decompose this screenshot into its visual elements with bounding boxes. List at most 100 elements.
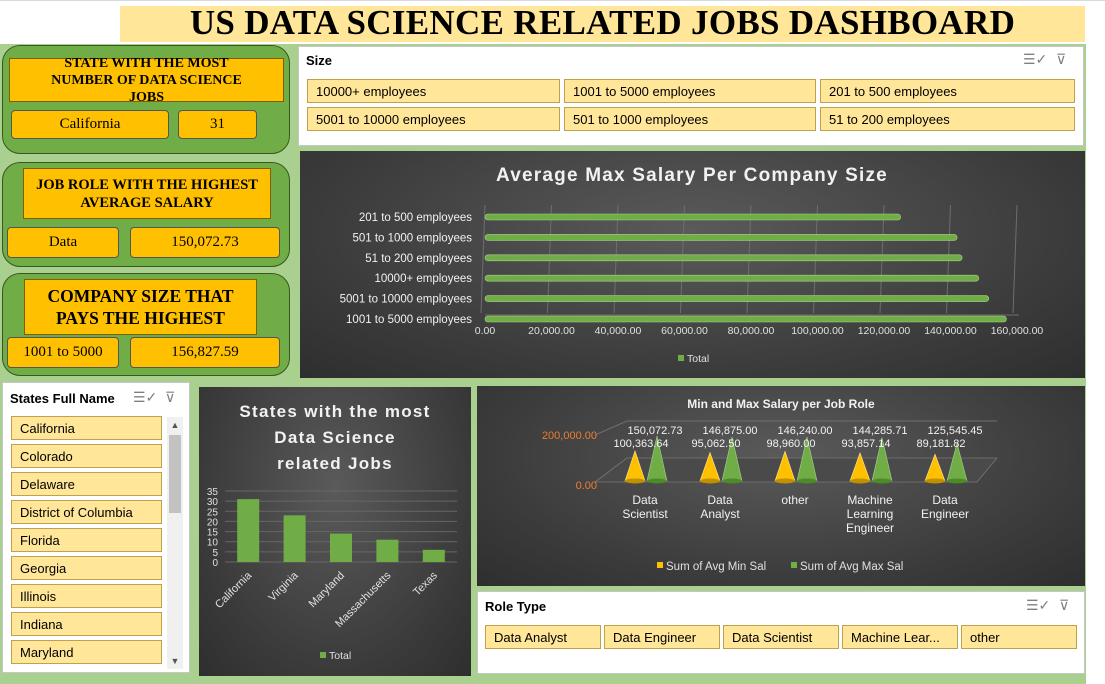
role-slicer-item[interactable]: Data Analyst	[485, 625, 601, 649]
legend-swatch	[657, 562, 663, 568]
states-slicer-item[interactable]: Delaware	[11, 472, 162, 496]
size-slicer-item[interactable]: 501 to 1000 employees	[564, 107, 816, 131]
legend-swatch	[791, 562, 797, 568]
size-slicer-item[interactable]: 5001 to 10000 employees	[307, 107, 560, 131]
bar	[484, 254, 963, 262]
x-tick-label: Machine	[847, 493, 893, 507]
x-tick-label: Data	[932, 493, 958, 507]
clear-filter-icon[interactable]: ⊽	[1056, 51, 1067, 67]
kpi-state-name: California	[11, 110, 169, 139]
y-tick-label: 501 to 1000 employees	[352, 232, 472, 244]
salary-size-chart: Average Max Salary Per Company Size 0.00…	[300, 151, 1085, 378]
y-tick-label: 51 to 200 employees	[365, 253, 472, 265]
bar	[330, 533, 352, 562]
clear-filter-icon[interactable]: ⊽	[165, 389, 176, 405]
cone-min-base	[850, 478, 870, 484]
chart-title-line: States with the most	[239, 402, 430, 421]
y-tick-label: 5	[212, 548, 218, 559]
x-tick-label: Engineer	[846, 521, 894, 535]
x-tick-label: Analyst	[700, 507, 740, 521]
role-slicer-item[interactable]: Data Scientist	[723, 625, 839, 649]
x-tick-label: Engineer	[921, 507, 969, 521]
x-tick-label: 40,000.00	[595, 325, 642, 337]
states-slicer-item[interactable]: Georgia	[11, 556, 162, 580]
minmax-chart: Min and Max Salary per Job Role 200,000.…	[477, 386, 1085, 586]
y-tick-label: 35	[207, 487, 219, 498]
cone-min-base	[925, 478, 945, 484]
cone-max-base	[872, 478, 892, 484]
states-scrollbar[interactable]: ▲ ▼	[167, 417, 183, 669]
states-slicer-title: States Full Name	[10, 391, 115, 406]
size-slicer-item[interactable]: 51 to 200 employees	[820, 107, 1075, 131]
multiselect-icon[interactable]: ☰✓	[133, 389, 158, 405]
data-label-min: 89,181.82	[917, 438, 966, 450]
legend-label: Total	[687, 353, 709, 365]
size-slicer-item[interactable]: 201 to 500 employees	[820, 79, 1075, 103]
states-slicer-item[interactable]: District of Columbia	[11, 500, 162, 524]
x-tick-label: 60,000.00	[661, 325, 708, 337]
x-tick-label: 120,000.00	[858, 325, 911, 337]
chart-title-line: Data Science	[274, 428, 395, 447]
bar	[484, 234, 958, 241]
bar	[237, 499, 260, 562]
kpi-state-heading: STATE WITH THE MOST NUMBER OF DATA SCIEN…	[9, 56, 284, 105]
x-tick-label: Scientist	[622, 507, 668, 521]
cone-max-base	[797, 478, 817, 484]
chart-title-line: related Jobs	[277, 454, 393, 473]
legend-label: Total	[329, 650, 351, 662]
legend-label: Sum of Avg Min Sal	[666, 561, 766, 573]
kpi-role-value: 150,072.73	[130, 227, 280, 258]
cone-min-base	[775, 478, 795, 484]
size-slicer-item[interactable]: 10000+ employees	[307, 79, 560, 103]
x-tick-label: 140,000.00	[924, 325, 977, 337]
multiselect-icon[interactable]: ☰✓	[1023, 51, 1048, 67]
cone-min-base	[625, 478, 645, 484]
multiselect-icon[interactable]: ☰✓	[1026, 597, 1051, 613]
x-tick-label: 160,000.00	[991, 325, 1044, 337]
y-tick-label: 5001 to 10000 employees	[340, 294, 473, 306]
legend-swatch	[320, 652, 326, 658]
states-slicer-item[interactable]: Maryland	[11, 640, 162, 664]
legend-swatch	[678, 355, 684, 361]
page-title: US DATA SCIENCE RELATED JOBS DASHBOARD	[189, 3, 1016, 42]
sheet-grid-top	[0, 0, 1105, 1]
states-slicer-item[interactable]: Indiana	[11, 612, 162, 636]
x-tick-label: 80,000.00	[728, 325, 775, 337]
kpi-size-heading: COMPANY SIZE THAT PAYS THE HIGHEST	[24, 279, 257, 335]
states-slicer-item[interactable]: Illinois	[11, 584, 162, 608]
chart-floor	[593, 457, 998, 483]
cone-max-base	[722, 478, 742, 484]
states-slicer-item[interactable]: Florida	[11, 528, 162, 552]
bar	[484, 213, 901, 221]
y-tick-label: 1001 to 5000 employees	[346, 314, 472, 326]
clear-filter-icon[interactable]: ⊽	[1059, 597, 1070, 613]
role-slicer-item[interactable]: Data Engineer	[604, 625, 720, 649]
role-slicer-item[interactable]: other	[961, 625, 1077, 649]
cone-min-base	[700, 478, 720, 484]
title-band	[120, 6, 1085, 42]
data-label-max: 144,285.71	[852, 425, 907, 437]
scroll-up-icon[interactable]: ▲	[170, 420, 180, 430]
y-tick-label: 30	[207, 497, 219, 508]
scroll-down-icon[interactable]: ▼	[170, 656, 180, 666]
y-tick-label: 0	[212, 558, 218, 569]
role-slicer: Role Type ☰✓ ⊽ Data Analyst Data Enginee…	[477, 591, 1085, 674]
kpi-role-name: Data	[7, 227, 119, 258]
data-label-max: 125,545.45	[927, 425, 982, 437]
chart-title: Average Max Salary Per Company Size	[496, 165, 888, 186]
data-label-min: 95,062.50	[692, 438, 741, 450]
states-slicer-item[interactable]: Colorado	[11, 444, 162, 468]
scroll-thumb[interactable]	[169, 435, 181, 513]
size-slicer: Size ☰✓ ⊽ 10000+ employees 1001 to 5000 …	[298, 46, 1084, 146]
size-slicer-item[interactable]: 1001 to 5000 employees	[564, 79, 816, 103]
role-slicer-item[interactable]: Machine Lear...	[842, 625, 958, 649]
data-label-max: 146,240.00	[777, 425, 832, 437]
gridline	[594, 420, 628, 436]
minmax-chart-svg: Min and Max Salary per Job Role 200,000.…	[542, 397, 998, 573]
x-tick-label: Learning	[847, 507, 894, 521]
y-tick-label: 10000+ employees	[374, 273, 472, 285]
x-tick-label: Texas	[411, 569, 440, 598]
states-slicer-item[interactable]: California	[11, 416, 162, 440]
gridline	[1012, 204, 1018, 314]
y-tick-label: 0.00	[576, 480, 597, 492]
